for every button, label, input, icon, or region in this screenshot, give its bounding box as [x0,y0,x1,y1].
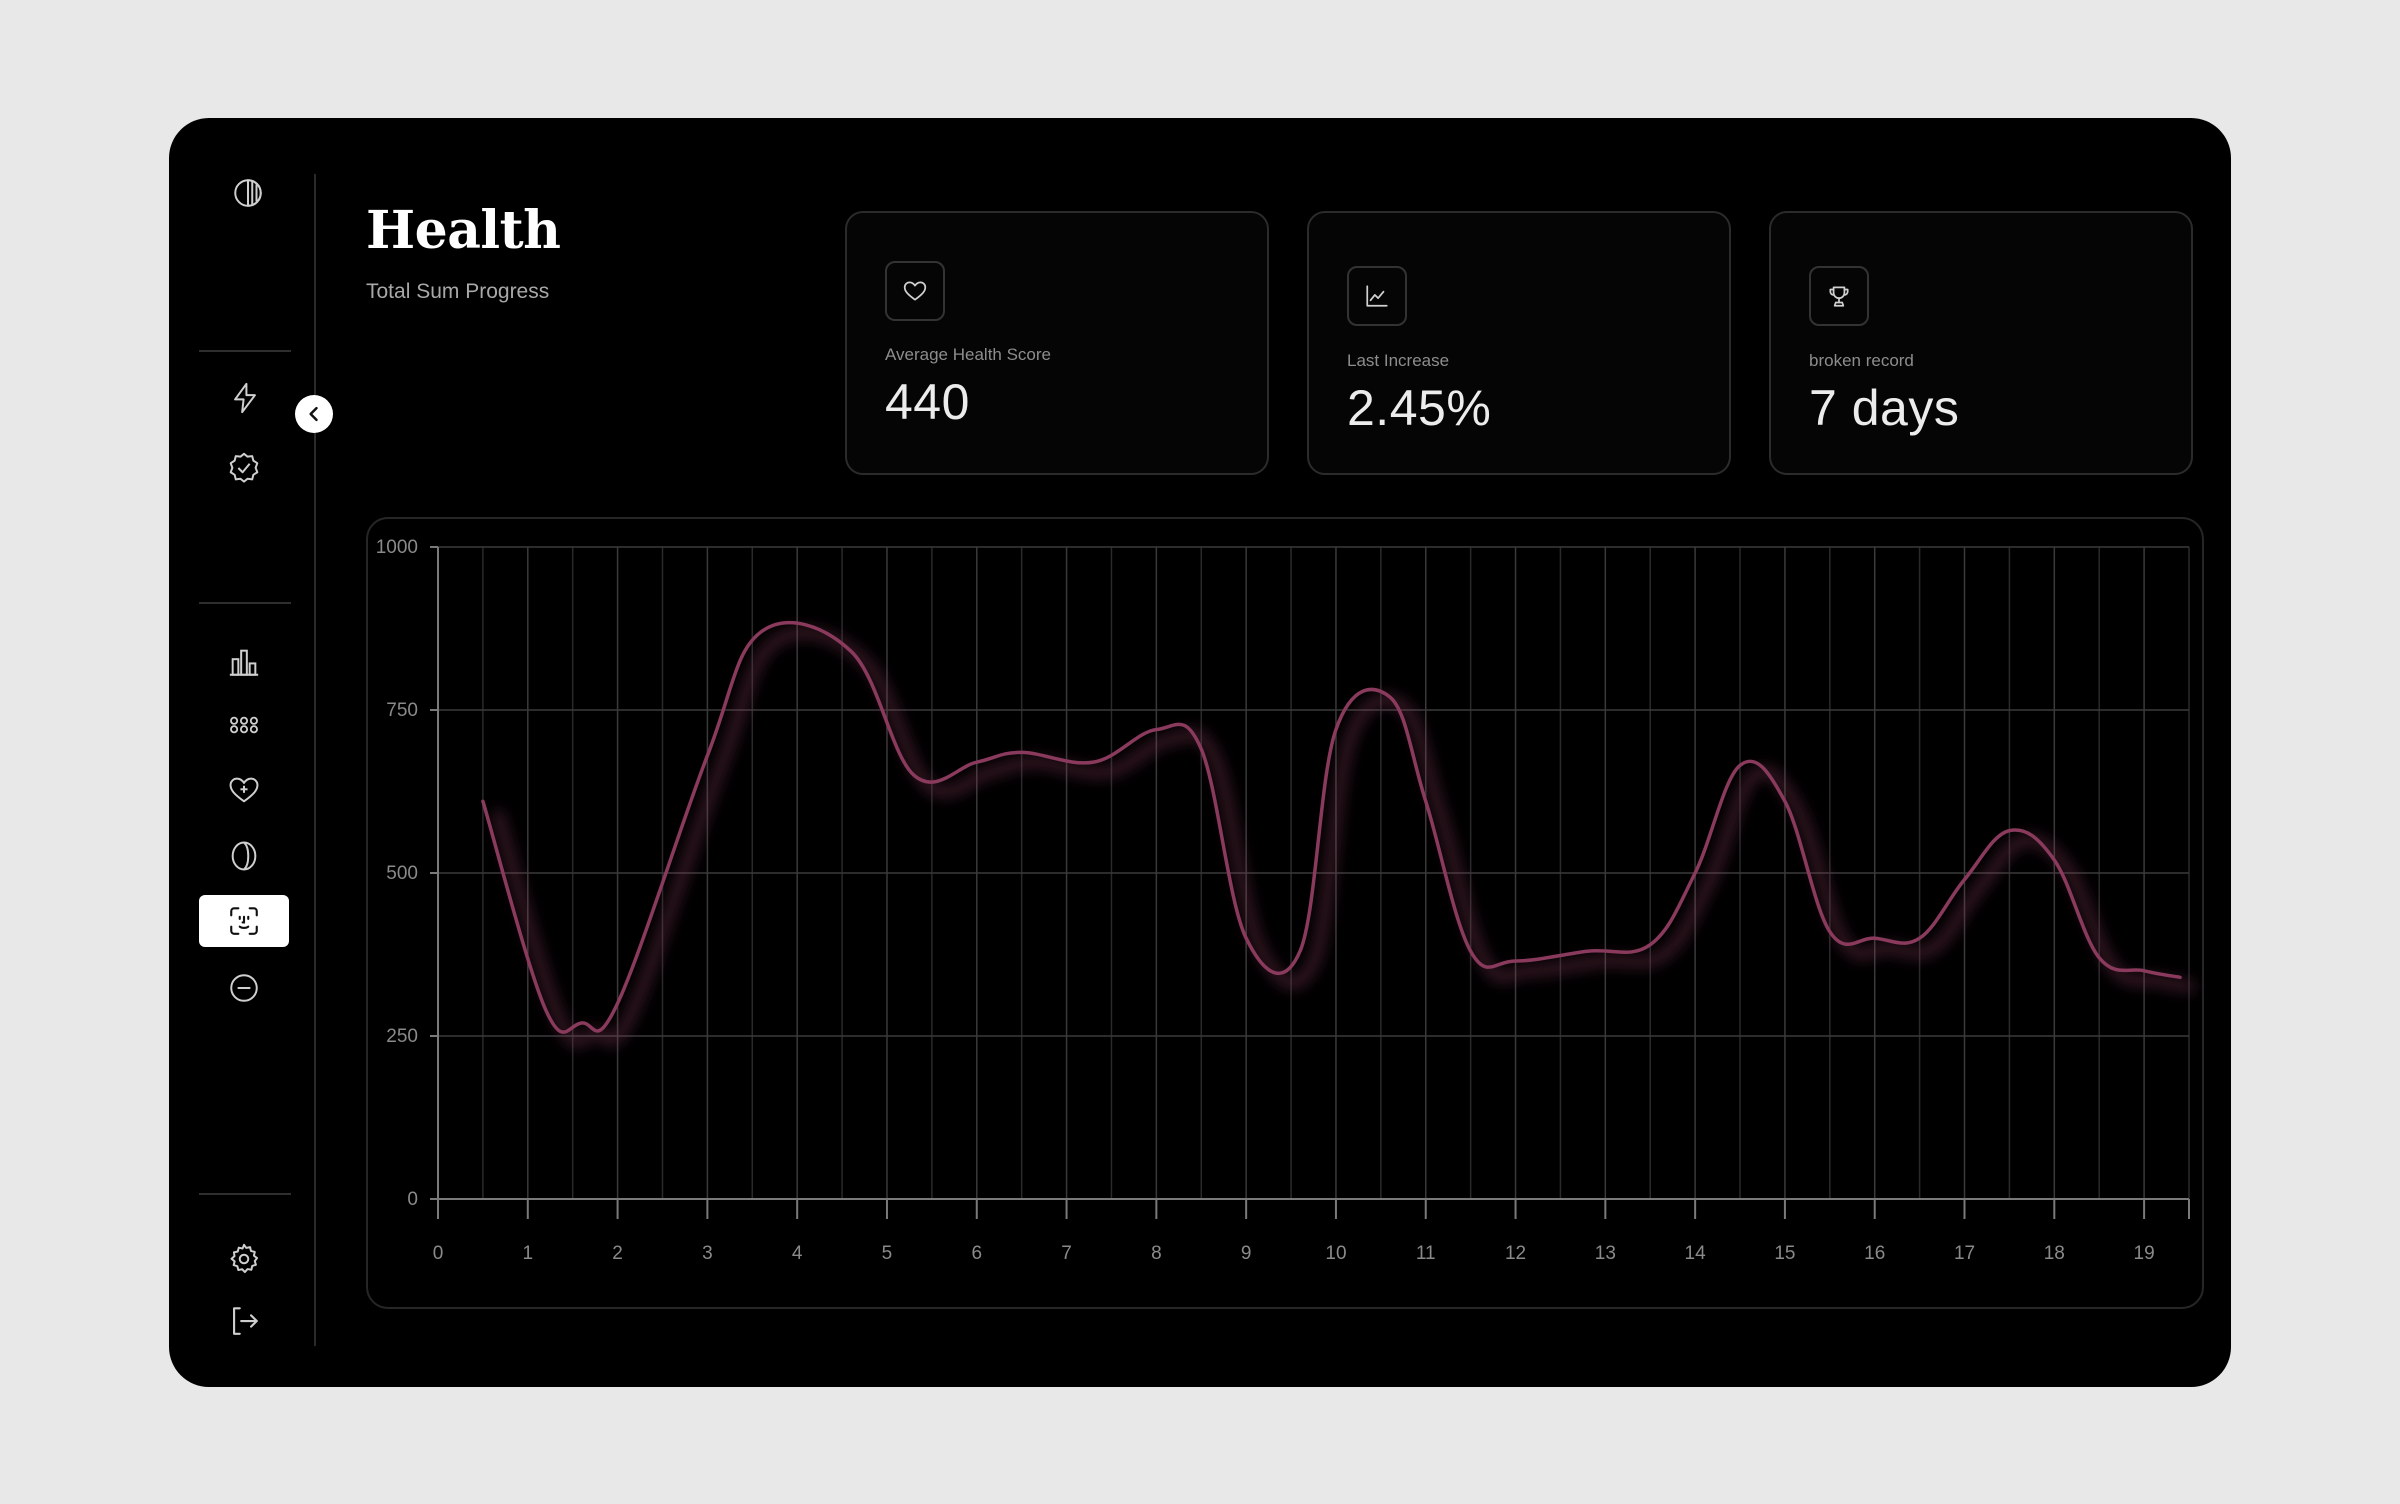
lightning-icon[interactable] [221,374,269,422]
face-scan-icon[interactable] [199,895,289,947]
gear-icon[interactable] [220,1235,268,1283]
x-tick-label: 16 [1864,1243,1885,1264]
card-value: 440 [885,374,970,430]
x-tick-label: 12 [1505,1243,1526,1264]
card-label: Average Health Score [885,345,1052,364]
card-value: 2.45% [1347,380,1492,436]
bar-chart-icon[interactable] [220,638,268,686]
page-subtitle: Total Sum Progress [366,280,550,303]
page-title: Health [366,200,561,261]
x-tick-label: 14 [1685,1243,1707,1264]
y-tick-label: 250 [386,1026,418,1047]
chevron-left-icon [309,406,318,422]
sidebar-divider [199,602,291,604]
x-tick-label: 9 [1241,1243,1252,1264]
stat-card-last-increase: Last Increase 2.45% [1307,211,1731,475]
series-line [481,621,2182,1034]
x-tick-label: 18 [2044,1243,2065,1264]
x-tick-label: 13 [1595,1243,1616,1264]
heart-plus-icon[interactable] [220,766,268,814]
x-tick-label: 6 [971,1243,982,1264]
y-tick-label: 0 [407,1189,418,1210]
x-tick-label: 11 [1416,1243,1436,1264]
card-label: Last Increase [1347,351,1450,370]
x-tick-label: 4 [792,1243,803,1264]
logout-icon[interactable] [220,1297,268,1345]
app-window: Health Total Sum Progress Average Health… [169,118,2231,1387]
x-tick-label: 17 [1954,1243,1975,1264]
heart-icon [885,261,945,321]
leaf-circle-icon[interactable] [220,832,268,880]
x-tick-label: 19 [2134,1243,2155,1264]
x-tick-label: 5 [882,1243,893,1264]
line-chart-icon [1347,266,1407,326]
y-tick-label: 1000 [376,537,418,558]
card-label: broken record [1809,351,1914,370]
minus-circle-icon[interactable] [220,964,268,1012]
health-chart: 0 250 500 750 1000 0 1 2 3 4 5 6 7 8 9 10 11 12 13 14 15 16 17… [366,517,2204,1309]
grid-dots-icon[interactable] [220,701,268,749]
x-tick-label: 3 [702,1243,713,1264]
badge-check-icon[interactable] [220,444,268,492]
y-tick-label: 500 [386,863,418,884]
stat-card-broken-record: broken record 7 days [1769,211,2193,475]
x-tick-label: 7 [1061,1243,1072,1264]
sidebar-divider [199,1193,291,1195]
trophy-icon [1809,266,1869,326]
x-tick-label: 2 [612,1243,623,1264]
x-tick-label: 1 [523,1243,534,1264]
y-tick-label: 750 [386,700,418,721]
contrast-icon[interactable] [224,169,272,217]
stat-card-average-health-score: Average Health Score 440 [845,211,1269,475]
x-tick-label: 8 [1151,1243,1162,1264]
sidebar-divider [199,350,291,352]
x-tick-label: 15 [1774,1243,1795,1264]
collapse-sidebar-button[interactable] [295,395,333,433]
series-line-glow [492,627,2195,1048]
x-tick-label: 0 [433,1243,444,1264]
x-tick-label: 10 [1325,1243,1346,1264]
card-value: 7 days [1809,380,1960,436]
sidebar-border [314,174,316,1346]
